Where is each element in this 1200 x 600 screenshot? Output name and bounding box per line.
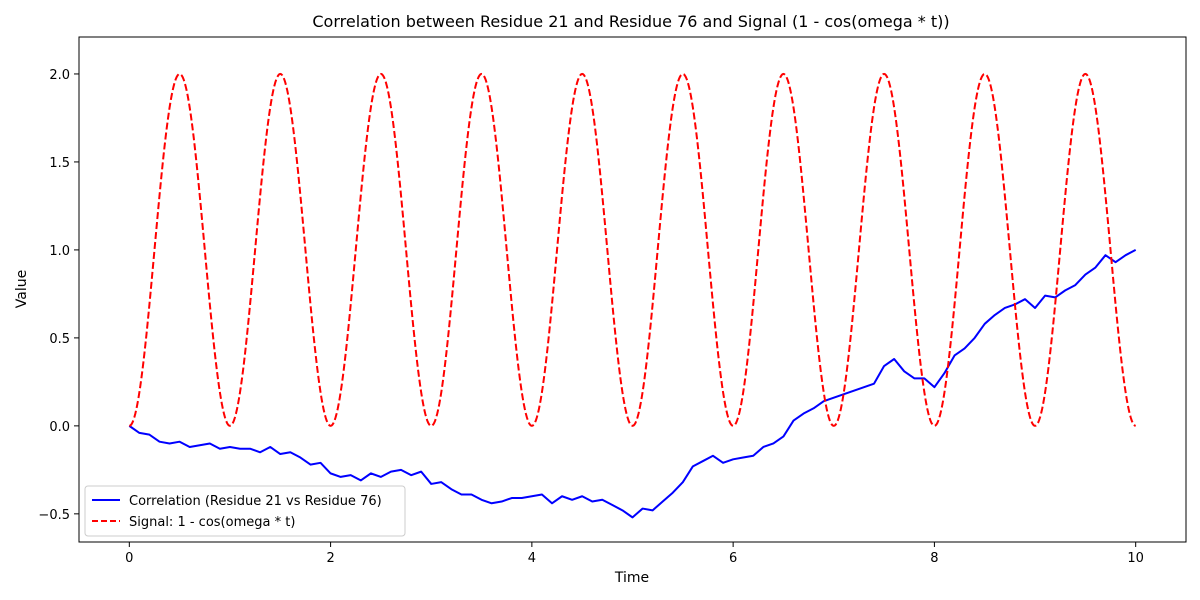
x-tick-label: 10	[1127, 551, 1144, 566]
y-tick-label: 0.0	[49, 420, 70, 435]
chart-title: Correlation between Residue 21 and Resid…	[312, 12, 949, 31]
legend-label-correlation: Correlation (Residue 21 vs Residue 76)	[129, 494, 382, 509]
x-tick-label: 8	[930, 551, 938, 566]
legend-label-signal: Signal: 1 - cos(omega * t)	[129, 515, 295, 530]
y-tick-label: 2.0	[49, 68, 70, 83]
series-layer	[128, 72, 1137, 519]
x-axis-label: Time	[614, 570, 649, 586]
y-tick-label: 1.5	[49, 156, 70, 171]
x-tick-label: 4	[528, 551, 536, 566]
plot-frame	[78, 36, 1187, 543]
y-axis-label: Value	[14, 270, 30, 308]
y-tick-label: 1.0	[49, 244, 70, 259]
legend: Correlation (Residue 21 vs Residue 76) S…	[84, 485, 406, 537]
y-axis: −0.5 0.0 0.5 1.0 1.5 2.0	[38, 68, 79, 523]
series-line-signal	[128, 72, 1137, 427]
plot-area	[78, 36, 1187, 543]
y-tick-label: 0.5	[49, 332, 70, 347]
y-tick-label: −0.5	[38, 508, 70, 523]
x-tick-label: 0	[125, 551, 133, 566]
x-tick-label: 6	[729, 551, 737, 566]
series-line-correlation	[128, 249, 1137, 519]
x-tick-label: 2	[326, 551, 334, 566]
x-axis: 0 2 4 6 8 10	[125, 542, 1144, 566]
legend-box	[84, 485, 406, 537]
